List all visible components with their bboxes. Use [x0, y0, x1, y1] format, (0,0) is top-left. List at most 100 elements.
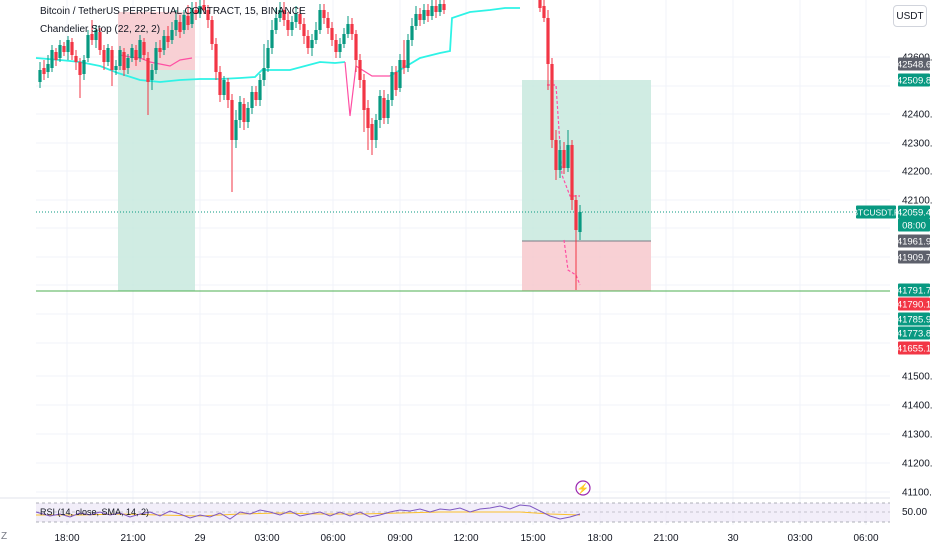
price-label-text: 42059.4: [897, 208, 931, 219]
price-label: 41961.9: [897, 234, 931, 248]
price-label: 08:00: [898, 218, 930, 232]
candle: [218, 66, 222, 102]
candle: [194, 2, 198, 20]
candle: [250, 86, 254, 114]
price-label-text: 41790.1: [897, 300, 931, 311]
price-tick-label: 41400.0: [902, 401, 932, 412]
candle: [426, 4, 430, 22]
candle: [150, 64, 154, 90]
price-tick-label: 42400.0: [902, 110, 932, 121]
price-label: 42509.8: [897, 73, 931, 87]
time-tick-label: 15:00: [520, 533, 545, 544]
candle: [162, 30, 166, 55]
price-label-text: 41961.9: [897, 237, 931, 248]
price-tick-label: 41300.0: [902, 430, 932, 441]
candle: [430, 0, 434, 20]
zoom-button[interactable]: Z: [1, 531, 8, 542]
candle: [334, 34, 338, 58]
candle: [106, 44, 110, 66]
price-label: 42548.6: [897, 57, 931, 71]
price-label: 41790.1: [897, 297, 931, 311]
time-tick-label: 29: [194, 533, 206, 544]
price-tick-label: 41100.0: [902, 488, 932, 499]
price-label: BTCUSDT.P: [852, 205, 900, 219]
position-short-zone-right[interactable]: [522, 241, 651, 291]
candle: [298, 8, 302, 30]
price-tick-label: 41200.0: [902, 459, 932, 470]
candle: [418, 8, 422, 26]
candle: [166, 26, 170, 48]
candle: [258, 74, 262, 106]
candle: [546, 10, 550, 90]
time-tick-label: 03:00: [254, 533, 279, 544]
event-marker-icon[interactable]: [575, 480, 591, 496]
rsi-line: [35, 504, 581, 520]
candle: [330, 22, 334, 46]
time-tick-label: 06:00: [320, 533, 345, 544]
candle: [182, 10, 186, 34]
price-label: 41655.1: [897, 341, 931, 355]
candle: [158, 40, 162, 58]
price-tick-label: 42100.0: [902, 196, 932, 207]
candle: [566, 130, 570, 172]
price-label-text: 41791.7: [897, 286, 931, 297]
indicator-legend[interactable]: Chandelier Stop (22, 22, 2): [40, 24, 161, 35]
candle: [110, 46, 114, 86]
price-label-text: 41785.9: [897, 315, 931, 326]
price-label-text: 08:00: [902, 221, 926, 232]
candle: [542, 0, 546, 22]
chandelier-stop-line-down-right-2: [563, 239, 581, 286]
candle: [538, 0, 542, 12]
price-label-text: 41909.7: [897, 253, 931, 264]
candle: [58, 40, 62, 62]
candle: [238, 96, 242, 128]
candle: [186, 5, 190, 30]
candle: [270, 20, 274, 54]
time-tick-label: 12:00: [453, 533, 478, 544]
candle: [74, 50, 78, 70]
candle: [114, 60, 118, 75]
position-long-zone-right[interactable]: [522, 80, 651, 241]
candle: [358, 54, 362, 88]
currency-button[interactable]: USDT: [893, 5, 927, 27]
candle: [394, 66, 398, 96]
candle: [146, 52, 150, 115]
candle: [558, 140, 562, 178]
candle: [234, 110, 238, 148]
candle: [562, 142, 566, 174]
symbol-title[interactable]: Bitcoin / TetherUS PERPETUAL CONTRACT, 1…: [40, 6, 306, 17]
price-tick-label: 42200.0: [902, 167, 932, 178]
candle: [570, 140, 574, 210]
candle: [310, 34, 314, 56]
price-label-text: 41773.8: [897, 329, 931, 340]
time-tick-label: 06:00: [853, 533, 878, 544]
time-tick-label: 18:00: [587, 533, 612, 544]
candle: [102, 45, 106, 70]
candle: [366, 100, 370, 150]
candle: [82, 55, 86, 80]
time-tick-label: 21:00: [120, 533, 145, 544]
price-label-text: 41655.1: [897, 344, 931, 355]
candle: [410, 18, 414, 46]
time-axis[interactable]: 18:00 21:00 29 03:00 06:00 09:00 12:00 15:00 18:…: [54, 533, 878, 544]
position-long-zone-left[interactable]: [118, 70, 195, 291]
candle: [282, 2, 286, 26]
candle: [578, 205, 582, 240]
candle: [130, 44, 134, 62]
candle: [290, 16, 294, 36]
price-label: 41773.8: [897, 326, 931, 340]
candle: [202, 0, 206, 14]
candle: [278, 2, 282, 22]
rsi-legend[interactable]: RSI (14, close, SMA, 14, 2): [40, 507, 150, 517]
candle: [154, 42, 158, 74]
candle: [398, 54, 402, 92]
rsi-ma-line: [36, 511, 581, 517]
price-label: 41791.7: [897, 283, 931, 297]
candle: [254, 86, 258, 106]
candle: [422, 4, 426, 24]
candle: [66, 36, 70, 60]
candle: [342, 28, 346, 48]
candle: [326, 12, 330, 34]
